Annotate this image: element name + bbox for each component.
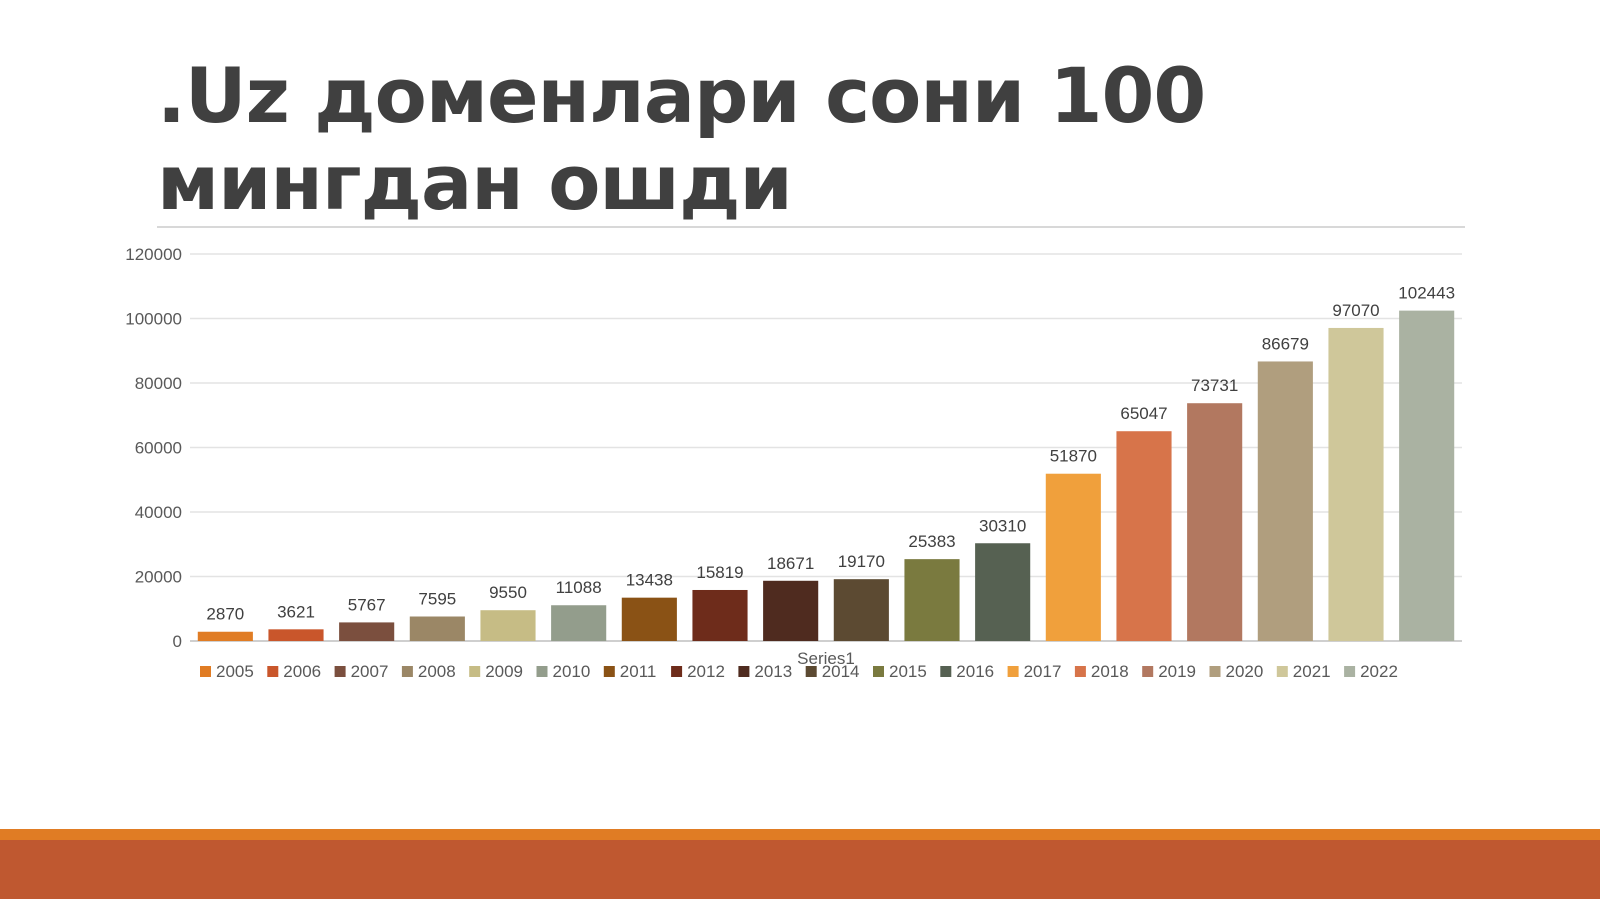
data-label-2016: 30310 <box>979 516 1026 535</box>
legend-swatch-2022 <box>1344 666 1356 677</box>
legend-swatch-2013 <box>738 666 750 677</box>
legend-label-2019: 2019 <box>1158 662 1196 681</box>
data-label-2005: 2870 <box>206 605 244 624</box>
bar-2017 <box>1045 473 1101 641</box>
bar-2019 <box>1187 403 1243 641</box>
legend-label-2020: 2020 <box>1226 662 1264 681</box>
y-tick-label: 80000 <box>135 374 182 393</box>
y-tick-label: 0 <box>173 632 182 651</box>
bar-2014 <box>833 579 889 641</box>
legend-label-2016: 2016 <box>956 662 994 681</box>
legend-label-2009: 2009 <box>485 662 523 681</box>
legend-swatch-2019 <box>1142 666 1154 677</box>
legend-label-2022: 2022 <box>1360 662 1398 681</box>
legend-swatch-2018 <box>1074 666 1086 677</box>
legend-label-2012: 2012 <box>687 662 725 681</box>
bar-2011 <box>621 597 677 641</box>
legend-swatch-2008 <box>401 666 413 677</box>
legend-swatch-2012 <box>671 666 683 677</box>
bar-2020 <box>1257 361 1313 641</box>
y-tick-label: 40000 <box>135 503 182 522</box>
y-tick-label: 120000 <box>125 245 182 264</box>
legend-swatch-2014 <box>805 666 817 677</box>
y-tick-label: 20000 <box>135 568 182 587</box>
bar-2006 <box>268 629 324 641</box>
data-label-2006: 3621 <box>277 602 315 621</box>
legend-label-2008: 2008 <box>418 662 456 681</box>
bars <box>197 310 1455 641</box>
legend-label-2011: 2011 <box>620 662 657 681</box>
data-label-2020: 86679 <box>1262 334 1309 353</box>
legend-swatch-2007 <box>334 666 346 677</box>
slide-title: .Uz доменлари сони 100 мингдан ошди <box>157 51 1206 227</box>
bar-2010 <box>551 605 607 641</box>
bar-2007 <box>339 622 395 641</box>
bar-2015 <box>904 559 960 641</box>
legend-swatch-2005 <box>200 666 211 677</box>
bar-2021 <box>1328 327 1384 641</box>
y-tick-label: 100000 <box>125 310 182 329</box>
data-label-2018: 65047 <box>1120 404 1167 423</box>
legend-label-2013: 2013 <box>754 662 792 681</box>
title-divider <box>157 226 1465 228</box>
data-label-2009: 9550 <box>489 583 527 602</box>
legend-swatch-2011 <box>603 666 615 677</box>
y-tick-label: 60000 <box>135 439 182 458</box>
data-label-2019: 73731 <box>1191 376 1238 395</box>
data-label-2014: 19170 <box>838 552 885 571</box>
footer-band <box>0 840 1600 899</box>
data-label-2007: 5767 <box>348 595 386 614</box>
legend-label-2010: 2010 <box>553 662 591 681</box>
legend-swatch-2015 <box>873 666 884 677</box>
legend-swatch-2009 <box>469 666 481 677</box>
legend-swatch-2020 <box>1209 666 1221 677</box>
legend-swatch-2016 <box>940 666 952 677</box>
legend-label-2005: 2005 <box>216 662 254 681</box>
data-label-2015: 25383 <box>908 532 955 551</box>
bar-2018 <box>1116 431 1172 641</box>
bar-2012 <box>692 589 748 641</box>
bar-2005 <box>197 631 253 641</box>
legend-swatch-2017 <box>1007 666 1019 677</box>
legend-swatch-2006 <box>267 666 279 677</box>
data-label-2013: 18671 <box>767 554 814 573</box>
legend-label-2007: 2007 <box>351 662 389 681</box>
bar-2016 <box>975 543 1031 641</box>
bar-2022 <box>1399 310 1455 641</box>
data-label-2022: 102443 <box>1398 284 1455 303</box>
data-label-2008: 7595 <box>418 590 456 609</box>
legend-swatch-2010 <box>536 666 548 677</box>
legend-label-2021: 2021 <box>1293 662 1331 681</box>
data-labels: 2870 3621 5767 7595 9550 11088 13438 15819 18671… <box>206 284 1455 624</box>
legend-label-2006: 2006 <box>283 662 321 681</box>
y-axis: 0 20000 40000 60000 80000 100000 120000 <box>125 245 182 651</box>
data-label-2010: 11088 <box>556 578 602 597</box>
x-axis-label: Series1 <box>797 649 855 668</box>
legend-label-2017: 2017 <box>1024 662 1062 681</box>
data-label-2011: 13438 <box>626 571 673 590</box>
data-label-2021: 97070 <box>1332 301 1379 320</box>
gridlines <box>190 253 1462 642</box>
bar-2008 <box>409 616 465 641</box>
bar-2013 <box>763 580 819 641</box>
legend: 2005 2006 2007 2008 2009 2010 2011 2012 2013 2014… <box>200 662 1398 681</box>
legend-label-2014: 2014 <box>822 662 860 681</box>
legend-label-2015: 2015 <box>889 662 927 681</box>
footer-band-accent <box>0 829 1600 840</box>
legend-label-2018: 2018 <box>1091 662 1129 681</box>
data-label-2017: 51870 <box>1050 447 1097 466</box>
data-label-2012: 15819 <box>696 563 743 582</box>
legend-swatch-2021 <box>1276 666 1288 677</box>
bar-2009 <box>480 610 536 641</box>
